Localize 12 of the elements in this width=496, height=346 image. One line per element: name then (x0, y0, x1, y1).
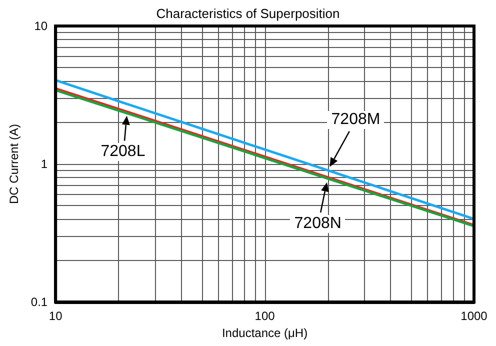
chart-title: Characteristics of Superposition (156, 6, 340, 21)
x-tick-label: 10 (48, 309, 63, 323)
series-label: 7208L (96, 142, 150, 161)
text: 7208M (327, 111, 384, 130)
y-axis-title: DC Current (A) (7, 124, 21, 204)
series-label: 7208N (290, 214, 346, 232)
y-tick-label: 1 (40, 157, 48, 171)
x-axis-title: Inductance (μH) (222, 326, 308, 340)
x-tick-label: 1000 (460, 309, 488, 323)
y-tick-label: 10 (34, 19, 48, 33)
x-tick-label: 100 (254, 309, 276, 323)
y-tick-label: 0.1 (30, 295, 48, 309)
